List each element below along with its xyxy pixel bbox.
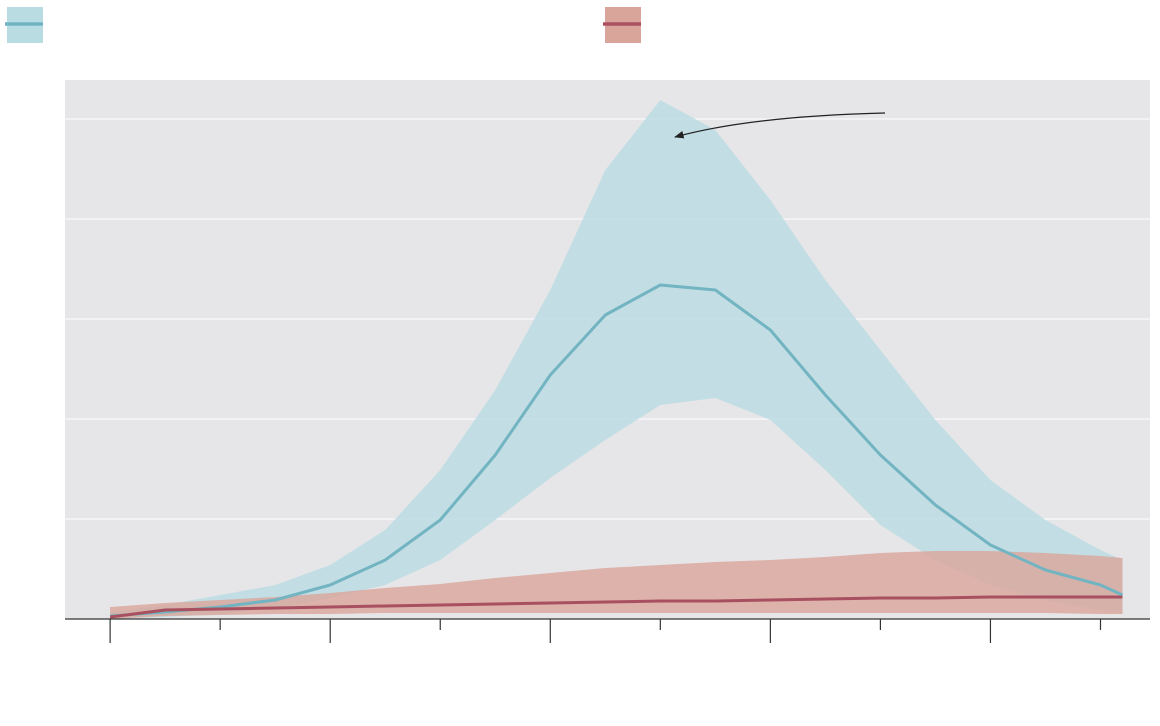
series-line [110, 283, 1124, 618]
confidence-band [110, 551, 1123, 619]
annotation-arrow [674, 112, 886, 139]
series-line [109, 595, 1123, 619]
plot-area [65, 80, 1150, 643]
legend-item [5, 7, 43, 43]
confidence-band [110, 100, 1123, 619]
legend-item [603, 7, 641, 43]
